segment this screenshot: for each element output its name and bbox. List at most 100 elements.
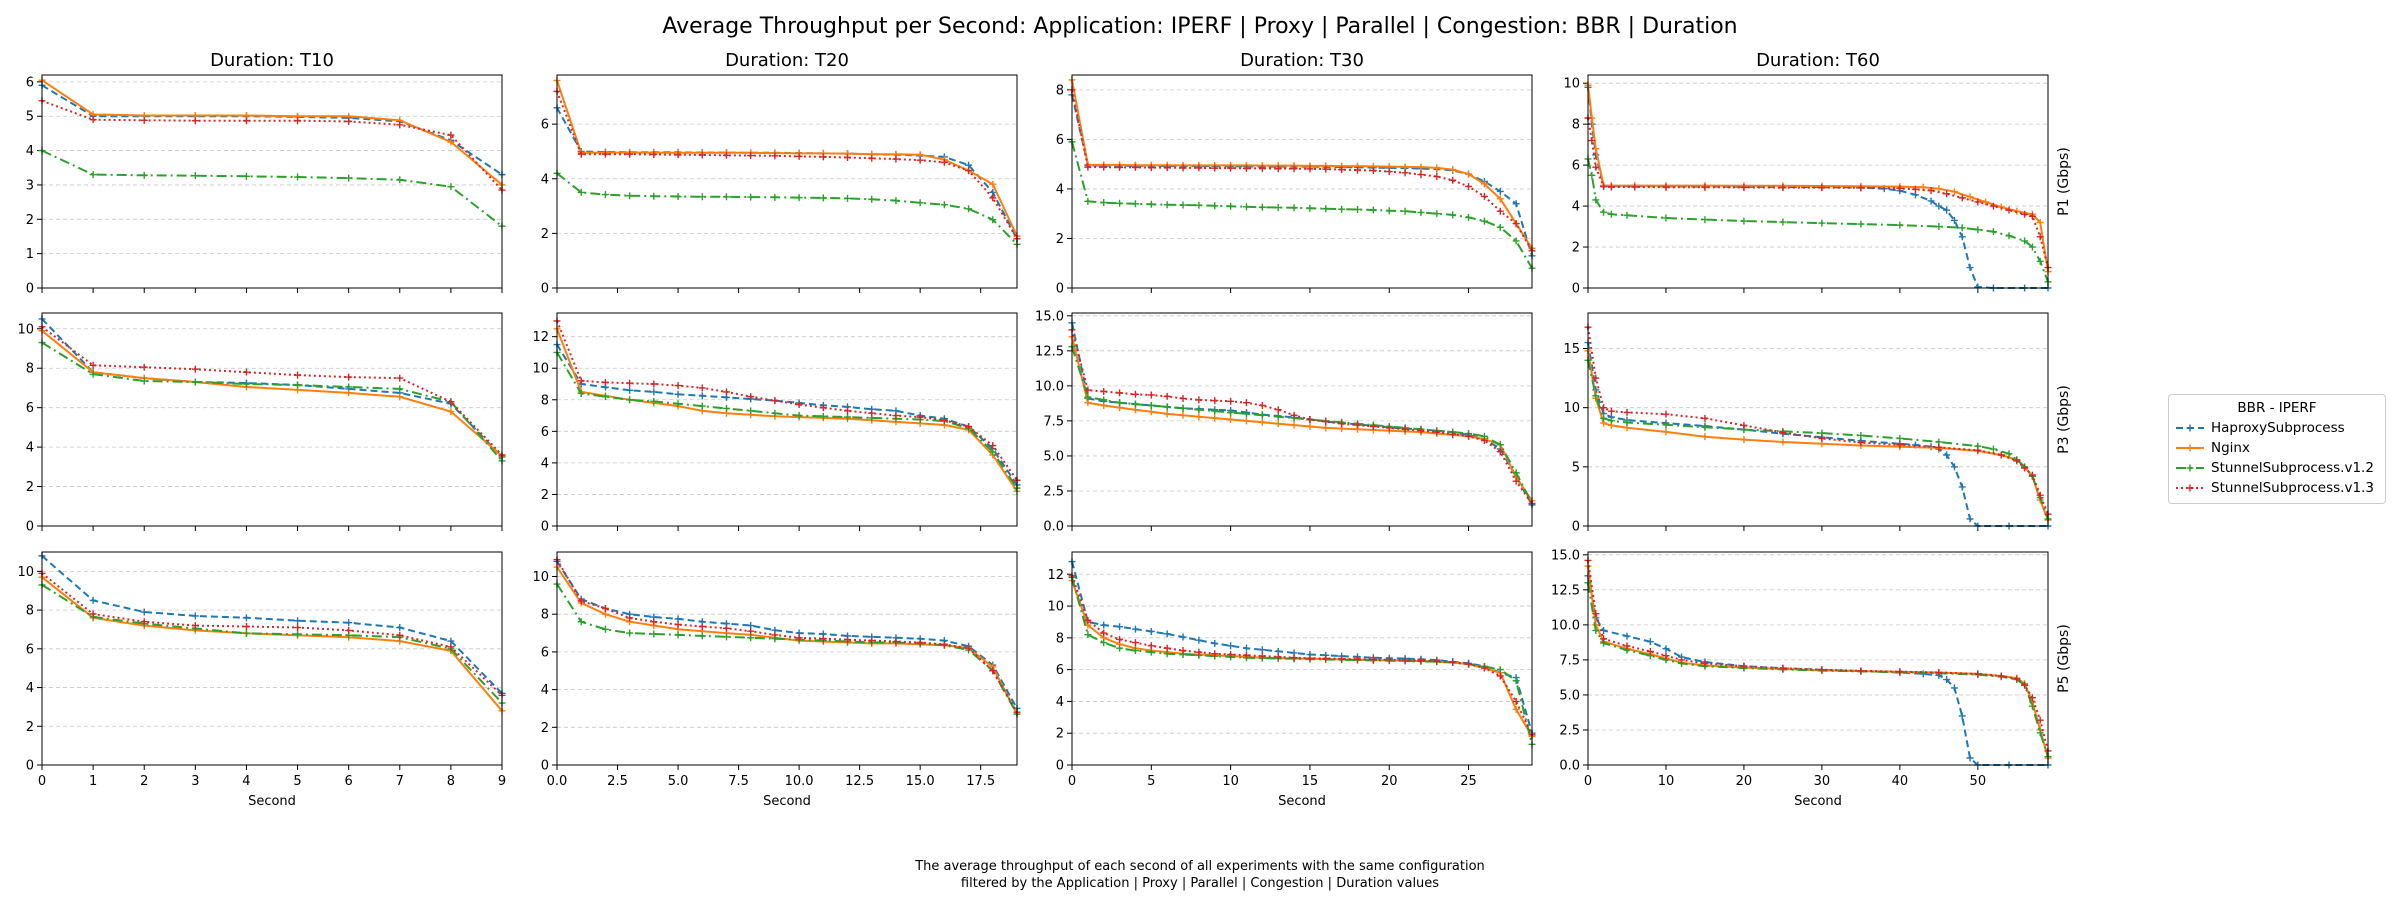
data-point (1678, 656, 1686, 664)
series-line (1071, 94, 1533, 257)
y-tick-label: 7.5 (1043, 414, 1064, 429)
series-line (556, 558, 1018, 713)
series-line (556, 91, 1018, 240)
x-tick-label: 10.0 (785, 774, 814, 789)
data-point (1974, 198, 1982, 206)
data-point (1290, 204, 1298, 212)
data-point (1989, 445, 1997, 453)
series-StunnelSubprocess.v1.3 (1584, 114, 2052, 272)
data-point (771, 397, 779, 405)
data-point (1227, 164, 1235, 172)
data-point (1227, 651, 1235, 659)
series-line (1587, 360, 2049, 520)
y-tick-label: 0 (26, 282, 34, 297)
data-point (191, 622, 199, 630)
data-point (1646, 638, 1654, 646)
data-point (1227, 416, 1235, 423)
data-point (1163, 164, 1171, 172)
data-point (1588, 137, 1596, 145)
data-point (89, 596, 97, 604)
y-tick-label: 0 (1056, 759, 1064, 774)
y-tick-label: 2 (26, 720, 34, 735)
data-point (1179, 201, 1187, 209)
panel-r0-c1: 0 2 4 6 (541, 74, 1021, 297)
data-point (140, 363, 148, 371)
panel-r0-c3: 0 2 4 6 8 10 (1563, 74, 2052, 297)
data-point (345, 383, 353, 391)
x-tick-label: 3 (191, 774, 199, 789)
series-StunnelSubprocess.v1.2 (553, 580, 1021, 718)
data-point (1896, 668, 1904, 676)
data-point (650, 192, 658, 200)
data-point (2013, 675, 2021, 683)
data-point (1896, 221, 1904, 229)
data-point (1433, 173, 1441, 181)
y-tick-label: 0 (1572, 520, 1580, 535)
y-tick-label: 2.5 (1043, 484, 1064, 499)
legend: BBR - IPERF HaproxySubprocess Nginx Stunne… (2168, 394, 2386, 504)
data-point (1116, 399, 1124, 407)
data-point (2005, 450, 2013, 458)
series-line (1587, 158, 2049, 283)
column-title: Duration: T30 (1240, 50, 1364, 71)
data-point (1084, 616, 1092, 624)
data-point (1896, 184, 1904, 192)
data-point (1211, 414, 1219, 422)
data-point (345, 373, 353, 381)
data-point (1195, 201, 1203, 209)
data-point (626, 396, 634, 404)
series-line (41, 326, 503, 456)
data-point (2036, 716, 2044, 724)
data-point (1701, 414, 1709, 422)
series-HaproxySubprocess (553, 557, 1021, 712)
data-point (916, 638, 924, 646)
data-point (396, 631, 404, 639)
data-point (1449, 658, 1457, 666)
y-tick-label: 6 (1056, 663, 1064, 678)
data-point (601, 150, 609, 158)
data-point (1779, 218, 1787, 226)
data-point (1997, 451, 2005, 459)
data-point (1935, 185, 1943, 193)
data-point (89, 370, 97, 378)
data-point (2013, 457, 2021, 465)
panel-r1-c1: 0 2 4 6 8 10 12 (532, 312, 1021, 535)
data-point (396, 374, 404, 382)
data-point (1600, 635, 1608, 643)
data-point (1179, 633, 1187, 641)
data-point (1974, 226, 1982, 234)
x-tick-label: 15 (1302, 774, 1319, 789)
data-point (989, 216, 997, 224)
data-point (1740, 183, 1748, 191)
data-point (345, 117, 353, 125)
series-line (41, 79, 503, 186)
data-point (242, 629, 250, 637)
series-line (1071, 329, 1533, 505)
series-line (556, 80, 1018, 237)
x-tick-label: 50 (1970, 774, 1987, 789)
data-point (1662, 645, 1670, 653)
series-StunnelSubprocess.v1.3 (553, 317, 1021, 484)
data-point (1258, 652, 1266, 660)
data-point (1496, 207, 1504, 215)
y-tick-label: 8 (1056, 83, 1064, 98)
data-point (1258, 164, 1266, 172)
data-point (940, 201, 948, 209)
panel-r1-c0: 0 2 4 6 8 10 (17, 312, 506, 535)
data-point (989, 194, 997, 202)
data-point (698, 193, 706, 201)
data-point (140, 171, 148, 179)
data-point (1417, 163, 1425, 171)
series-Nginx (1584, 347, 2052, 524)
series-line (1071, 141, 1533, 269)
y-tick-label: 0 (541, 520, 549, 535)
series-StunnelSubprocess.v1.3 (1068, 326, 1536, 508)
legend-entry: StunnelSubprocess.v1.3 (2169, 478, 2385, 498)
legend-swatch (2176, 424, 2204, 432)
data-point (242, 117, 250, 125)
data-point (1385, 424, 1393, 432)
series-StunnelSubprocess.v1.2 (1068, 138, 1536, 272)
data-point (1958, 712, 1966, 720)
data-point (1818, 666, 1826, 674)
